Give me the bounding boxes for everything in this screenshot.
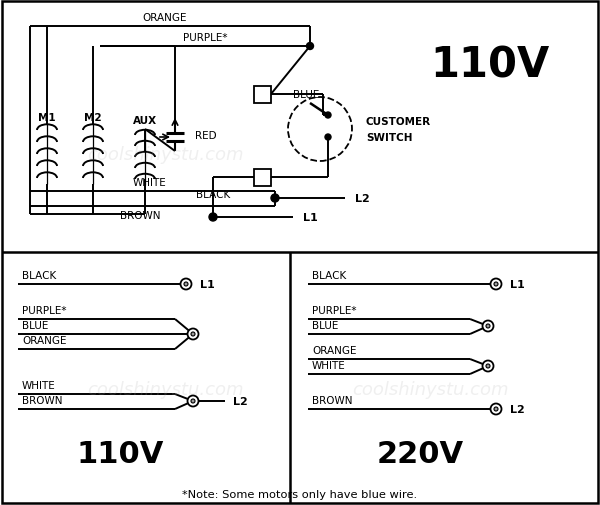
Text: L1: L1 <box>510 279 525 289</box>
Text: coolshinystu.com: coolshinystu.com <box>87 380 243 398</box>
Circle shape <box>184 282 188 286</box>
Text: 2: 2 <box>259 171 268 184</box>
Text: AUX: AUX <box>133 116 157 126</box>
Bar <box>254 86 271 104</box>
Text: L2: L2 <box>510 404 525 414</box>
Text: 1: 1 <box>259 88 268 102</box>
Circle shape <box>181 279 191 290</box>
Text: BLACK: BLACK <box>22 271 56 280</box>
Text: *Note: Some motors only have blue wire.: *Note: Some motors only have blue wire. <box>182 489 418 499</box>
Text: L2: L2 <box>233 396 248 406</box>
Text: CUSTOMER: CUSTOMER <box>366 117 431 127</box>
Circle shape <box>486 364 490 368</box>
Text: 220V: 220V <box>376 440 464 469</box>
Circle shape <box>325 113 331 119</box>
Circle shape <box>191 332 195 336</box>
Text: PURPLE*: PURPLE* <box>183 33 227 43</box>
Circle shape <box>486 324 490 328</box>
Text: coolshinystu.com: coolshinystu.com <box>352 380 508 398</box>
Text: RED: RED <box>195 131 217 141</box>
Text: BLUE: BLUE <box>22 320 49 330</box>
Text: PURPLE*: PURPLE* <box>22 306 67 316</box>
Circle shape <box>490 403 502 415</box>
Text: BLUE: BLUE <box>312 320 338 330</box>
Text: M1: M1 <box>38 113 56 123</box>
Circle shape <box>494 282 498 286</box>
Text: L2: L2 <box>355 193 370 204</box>
Text: ORANGE: ORANGE <box>312 345 356 356</box>
Text: WHITE: WHITE <box>133 178 167 188</box>
Circle shape <box>307 43 314 51</box>
Circle shape <box>482 321 493 332</box>
Circle shape <box>191 399 195 403</box>
Text: BLUE: BLUE <box>293 90 319 100</box>
Text: coolshinystu.com: coolshinystu.com <box>87 146 243 164</box>
Circle shape <box>271 194 279 203</box>
Text: BLACK: BLACK <box>312 271 346 280</box>
Text: L1: L1 <box>303 213 318 223</box>
Text: BLACK: BLACK <box>196 189 230 199</box>
Text: PURPLE*: PURPLE* <box>312 306 356 316</box>
Circle shape <box>482 361 493 372</box>
Text: ORANGE: ORANGE <box>143 13 187 23</box>
Circle shape <box>187 329 199 340</box>
Text: 110V: 110V <box>76 440 164 469</box>
Text: L1: L1 <box>200 279 215 289</box>
Text: ORANGE: ORANGE <box>22 335 67 345</box>
Text: WHITE: WHITE <box>312 360 346 370</box>
Text: BROWN: BROWN <box>120 211 160 221</box>
Text: WHITE: WHITE <box>22 380 56 390</box>
Circle shape <box>494 407 498 411</box>
Circle shape <box>490 279 502 290</box>
Circle shape <box>325 135 331 141</box>
Bar <box>254 169 271 186</box>
Circle shape <box>209 214 217 222</box>
Circle shape <box>187 396 199 407</box>
Text: BROWN: BROWN <box>22 395 62 405</box>
Text: BROWN: BROWN <box>312 395 352 405</box>
Text: 110V: 110V <box>430 44 550 86</box>
Text: SWITCH: SWITCH <box>366 133 413 143</box>
Text: M2: M2 <box>84 113 102 123</box>
